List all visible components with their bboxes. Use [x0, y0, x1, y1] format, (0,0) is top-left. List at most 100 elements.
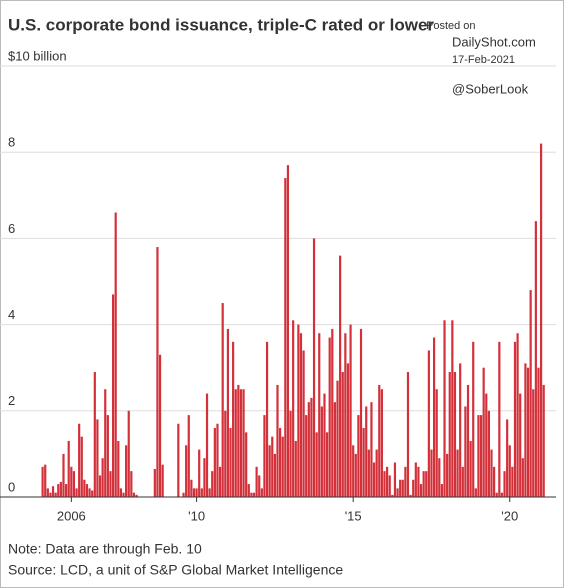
bar [485, 393, 488, 497]
y-tick-label: 6 [8, 221, 15, 236]
bar [80, 436, 83, 497]
bar [448, 372, 451, 497]
chart-title: U.S. corporate bond issuance, triple-C r… [8, 15, 434, 34]
bar [59, 481, 62, 497]
bar [242, 389, 245, 497]
bar [57, 484, 60, 497]
bar [177, 423, 180, 497]
bar [224, 410, 227, 497]
bar [229, 428, 232, 497]
bar [260, 488, 263, 497]
bar [539, 143, 543, 497]
bar [221, 303, 224, 497]
bar [365, 406, 368, 497]
bar [226, 328, 230, 497]
bar [158, 354, 162, 497]
bar [44, 464, 47, 497]
bar [88, 488, 91, 497]
bar [430, 449, 433, 497]
bar [393, 462, 397, 497]
bar [297, 324, 300, 497]
bar [443, 320, 446, 497]
bar [451, 320, 454, 497]
bar [487, 410, 490, 497]
bar [495, 492, 498, 497]
bar [273, 453, 276, 497]
bar [213, 428, 216, 497]
bar [511, 466, 514, 497]
bar [198, 449, 201, 497]
bar [391, 494, 394, 497]
bar [67, 440, 70, 497]
bar [258, 475, 261, 497]
bar [524, 363, 527, 497]
bar [490, 449, 493, 497]
bar [419, 484, 423, 497]
bar [336, 380, 339, 497]
bar [93, 372, 96, 497]
bar [135, 494, 138, 497]
bar [247, 484, 250, 497]
bar [425, 471, 428, 497]
bar [542, 384, 545, 497]
bar [98, 475, 102, 497]
bar [362, 428, 365, 497]
bar [328, 337, 331, 497]
bar [91, 490, 94, 497]
x-tick-label: '20 [501, 508, 518, 523]
bar [339, 255, 342, 497]
y-tick-label: 2 [8, 393, 15, 408]
bar [354, 453, 357, 497]
bar [250, 492, 253, 497]
bar [125, 445, 128, 497]
bar [192, 488, 196, 497]
bar [388, 475, 391, 497]
bar [75, 488, 78, 497]
bar [323, 393, 326, 497]
bar [331, 328, 334, 497]
bar [380, 389, 383, 497]
bar [111, 294, 115, 497]
bar [263, 415, 266, 497]
bar [532, 389, 535, 497]
bar [268, 445, 271, 497]
bar [414, 462, 417, 497]
bar [46, 488, 49, 497]
bar [422, 471, 425, 497]
bar [357, 415, 360, 497]
bar [78, 423, 81, 497]
bar [401, 479, 404, 497]
bar [299, 333, 303, 497]
bar [232, 341, 235, 497]
y-tick-label: 8 [8, 135, 15, 150]
bar [208, 488, 211, 497]
bar [185, 445, 188, 497]
bar [279, 428, 282, 497]
bar [477, 415, 480, 497]
bar [70, 466, 73, 497]
bar [132, 492, 136, 497]
bar [456, 449, 459, 497]
bar [446, 453, 449, 497]
bar [51, 486, 55, 497]
bar [203, 458, 206, 497]
bar [252, 492, 256, 497]
bar [114, 212, 117, 498]
y-tick-label: $10 billion [8, 48, 67, 63]
bar [461, 466, 464, 497]
bar [289, 410, 292, 497]
bar [503, 471, 506, 497]
x-tick-label: '15 [345, 508, 362, 523]
bar [472, 341, 475, 497]
bar [359, 328, 363, 497]
bar [292, 320, 295, 497]
bar [464, 406, 467, 497]
bar [396, 488, 399, 497]
bar [333, 402, 337, 497]
bar [318, 333, 321, 497]
bar [119, 488, 123, 497]
bar [106, 415, 109, 497]
bar [500, 492, 504, 497]
bar [255, 466, 258, 497]
bar [187, 415, 190, 497]
